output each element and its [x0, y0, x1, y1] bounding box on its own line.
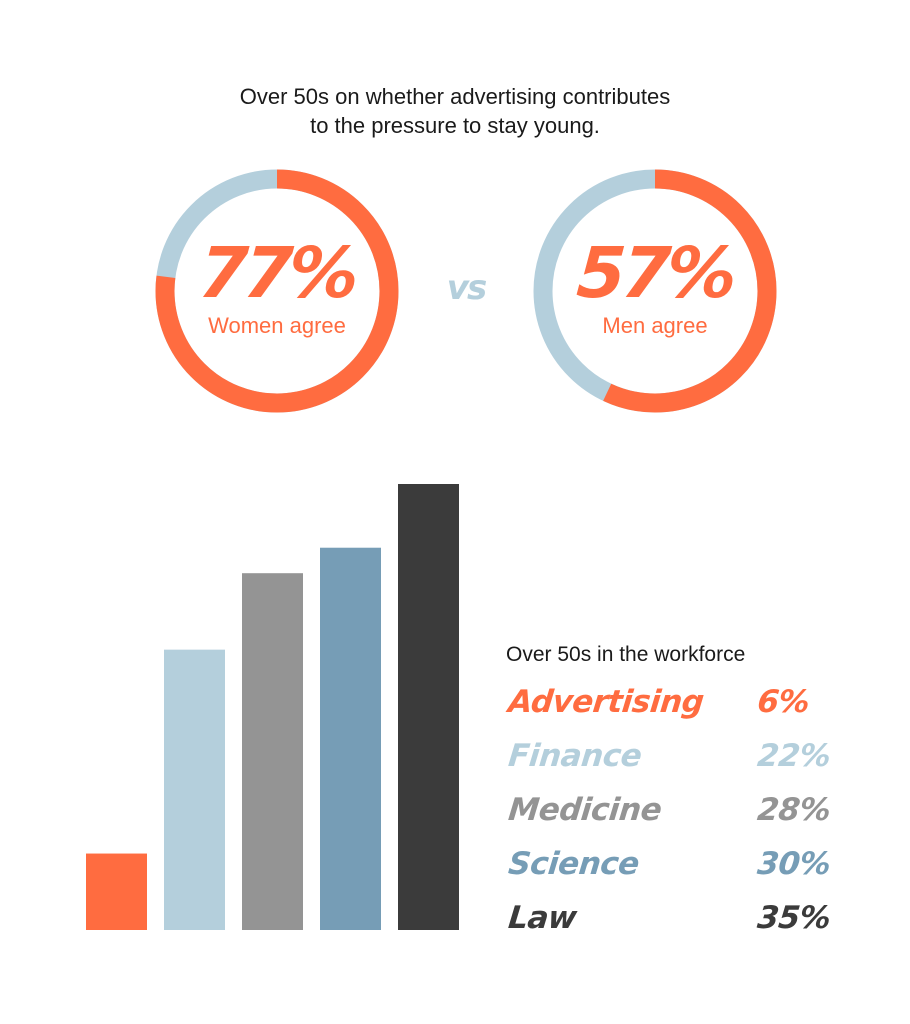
women-donut-arc: [155, 169, 399, 413]
category-finance: Finance: [506, 738, 644, 774]
chart-title: Over 50s on whether advertising contribu…: [0, 82, 910, 140]
title-line-2: to the pressure to stay young.: [310, 113, 600, 138]
men-donut: 57% Men agree: [530, 166, 780, 416]
men-donut-arc: [533, 169, 777, 413]
men-donut-ring: [533, 169, 777, 413]
value-law: 35%: [755, 900, 833, 936]
bar-science: [320, 547, 381, 930]
men-label: Men agree: [602, 313, 708, 338]
value-science: 30%: [755, 846, 833, 882]
value-medicine: 28%: [755, 792, 833, 828]
value-finance: 22%: [755, 738, 833, 774]
category-science: Science: [506, 846, 641, 882]
bar-medicine: [242, 573, 303, 930]
category-law: Law: [506, 900, 579, 936]
women-donut-ring: [155, 169, 399, 413]
vs-label: vs: [446, 268, 487, 308]
women-label: Women agree: [208, 313, 346, 338]
legend-title: Over 50s in the workforce: [506, 643, 746, 666]
title-line-1: Over 50s on whether advertising contribu…: [239, 84, 671, 109]
value-advertising: 6%: [755, 684, 812, 720]
bar-law: [398, 484, 459, 930]
bar-finance: [164, 649, 225, 930]
bar-advertising: [86, 853, 147, 930]
category-medicine: Medicine: [506, 792, 664, 828]
women-donut: 77% Women agree: [152, 166, 402, 416]
category-advertising: Advertising: [506, 684, 706, 720]
